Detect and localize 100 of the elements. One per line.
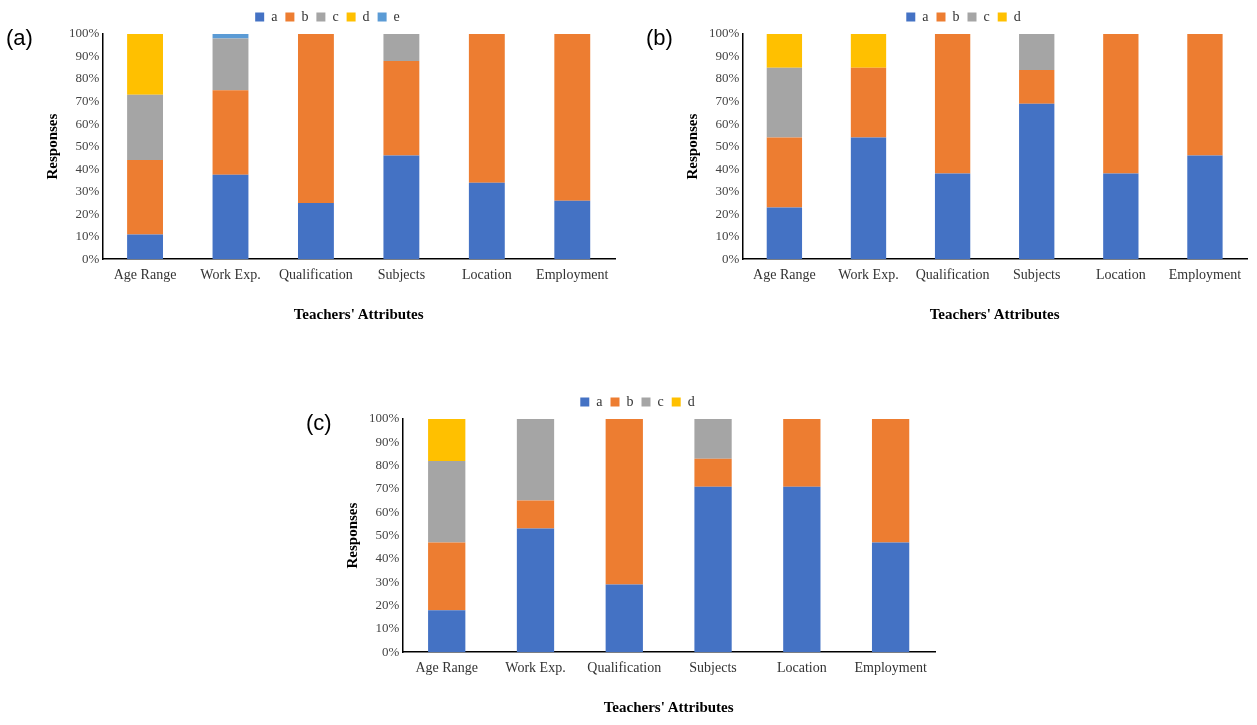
bar [428,542,466,611]
legend-label: c [332,8,339,24]
y-tick-label: 0% [721,250,740,266]
text: (b) [646,25,673,51]
bar [516,528,555,653]
y-tick-label: 60% [715,115,740,131]
x-tick-label: Subjects [1012,267,1061,283]
bar [516,419,555,501]
bar [127,160,163,235]
bar [212,90,249,175]
bar [212,34,249,39]
legend-label: b [952,8,960,24]
legend-label: b [301,8,309,24]
x-axis-title: Teachers' Attributes [603,698,734,715]
bar [127,234,163,260]
x-tick-label: Employment [536,267,609,283]
bar [1019,34,1055,71]
bar [694,419,732,459]
bar [1187,34,1223,156]
bar [127,94,163,161]
bar [127,34,163,95]
bar [694,486,732,653]
bar [694,458,732,487]
bar [468,182,505,260]
y-tick-label: 70% [715,92,740,108]
y-tick-label: 20% [375,596,400,612]
legend-label: a [596,393,604,409]
text: (a) [6,25,33,51]
y-tick-label: 20% [715,205,740,221]
y-tick-label: 50% [715,138,740,154]
y-tick-label: 10% [715,228,740,244]
x-tick-label: Subjects [689,660,737,676]
y-axis-title: Responses [343,502,360,569]
y-tick-label: 100% [708,25,740,41]
y-tick-label: 30% [715,183,740,199]
legend-label: d [687,393,695,409]
bar [428,610,466,653]
y-tick-label: 30% [75,183,100,199]
bar [428,419,466,461]
bar [871,419,910,543]
legend-label: e [393,8,400,24]
bar [554,200,591,260]
bar [1019,70,1055,104]
bar [783,419,821,487]
x-tick-label: Subjects [377,267,426,283]
bar [783,486,821,653]
x-tick-label: Location [1095,267,1146,283]
y-tick-label: 40% [375,550,400,566]
bar [383,61,420,156]
bar [871,542,910,653]
x-tick-label: Employment [1168,267,1242,283]
x-tick-label: Location [776,660,827,676]
x-tick-label: Qualification [587,660,662,676]
y-tick-label: 10% [375,620,400,636]
legend-label: d [1013,8,1021,24]
legend-label: c [983,8,990,24]
text: (c) [306,410,332,436]
x-axis-title: Teachers' Attributes [293,305,424,322]
bar [766,67,803,138]
bar [212,38,249,91]
y-tick-label: 0% [81,250,100,266]
legend-label: a [922,8,930,24]
y-tick-label: 100% [68,25,100,41]
y-tick-label: 20% [75,205,100,221]
x-tick-label: Work Exp. [838,267,899,283]
bar [383,155,420,260]
legend-label: d [362,8,370,24]
y-tick-label: 90% [715,47,740,63]
bar [766,137,803,208]
bar [516,500,555,529]
x-tick-label: Work Exp. [505,660,566,676]
bar [850,67,887,138]
x-tick-label: Qualification [279,267,353,283]
bar [1187,155,1223,260]
legend-label: c [657,393,664,409]
bar [850,137,887,260]
y-axis-title: Responses [43,113,60,180]
legend-label: b [626,393,634,409]
y-tick-label: 0% [381,643,400,659]
y-tick-label: 80% [75,70,100,86]
y-tick-label: 60% [375,503,400,519]
y-tick-label: 90% [375,433,400,449]
y-tick-label: 30% [375,573,400,589]
y-tick-label: 40% [715,160,740,176]
bar [468,34,505,183]
bar [554,34,591,201]
y-tick-label: 50% [375,527,400,543]
x-tick-label: Age Range [415,660,479,676]
bar [298,202,334,260]
bar [605,584,643,653]
y-axis-title: Responses [683,113,700,180]
bar [934,34,971,174]
y-tick-label: 100% [368,410,400,426]
bar [766,34,803,68]
x-tick-label: Employment [854,660,927,676]
bar [428,460,466,543]
y-tick-label: 50% [75,138,100,154]
bar [1019,103,1055,260]
y-tick-label: 60% [75,115,100,131]
x-tick-label: Age Range [113,267,177,283]
